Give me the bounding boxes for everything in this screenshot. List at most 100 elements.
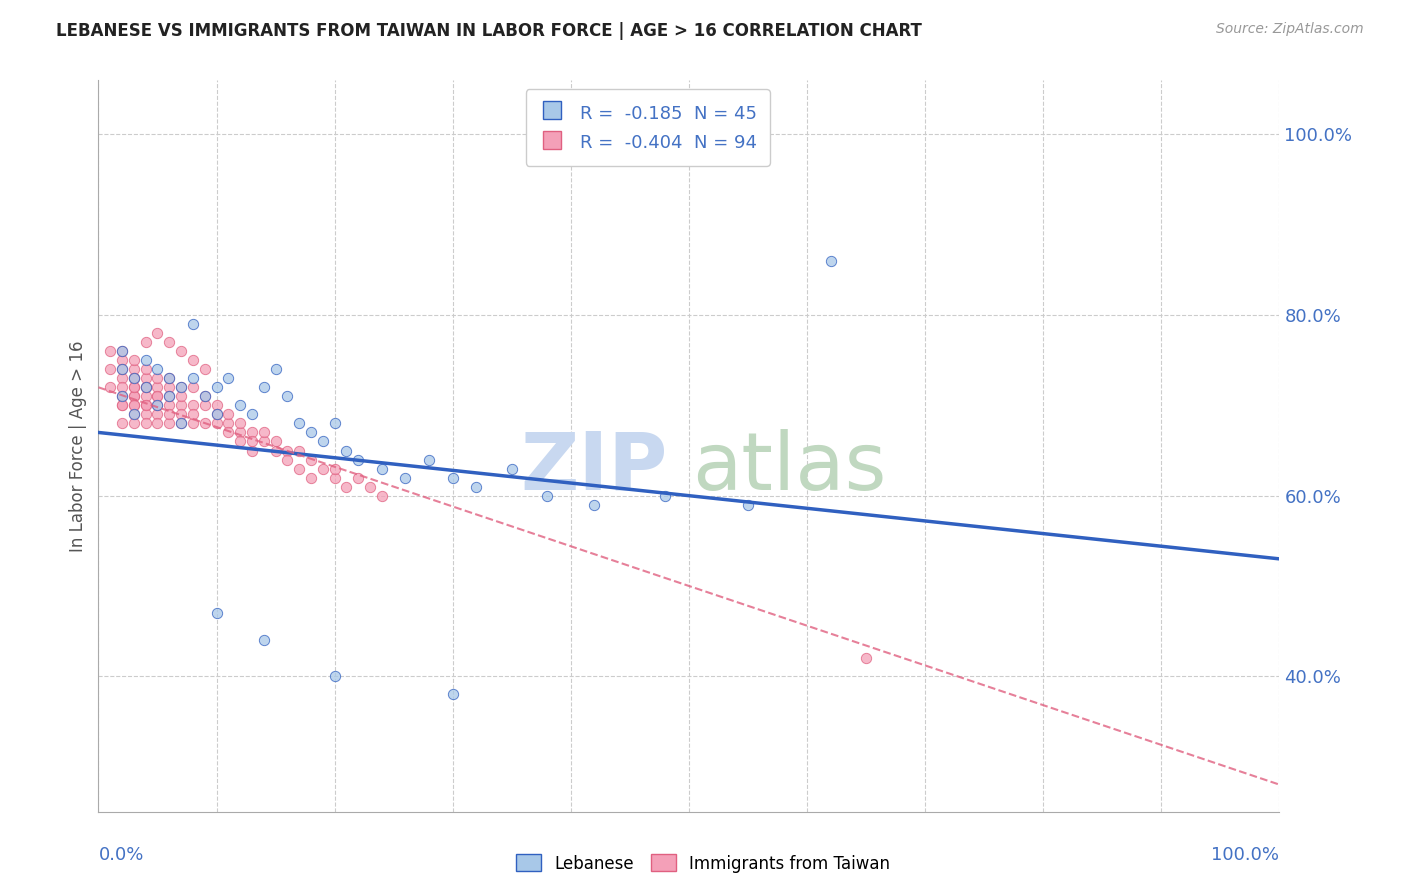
Point xyxy=(583,498,606,512)
Point xyxy=(217,425,239,440)
Point xyxy=(181,353,204,368)
Point xyxy=(146,362,169,376)
Point xyxy=(135,353,157,368)
Point xyxy=(135,389,157,403)
Point xyxy=(855,651,877,665)
Point xyxy=(264,434,287,449)
Point xyxy=(501,461,523,475)
Point xyxy=(181,398,204,412)
Point xyxy=(111,380,134,394)
Point xyxy=(288,443,311,458)
Legend: Lebanese, Immigrants from Taiwan: Lebanese, Immigrants from Taiwan xyxy=(509,847,897,880)
Point xyxy=(253,380,276,394)
Point xyxy=(323,470,346,484)
Point xyxy=(111,398,134,412)
Point xyxy=(122,371,145,385)
Point xyxy=(135,398,157,412)
Point xyxy=(170,417,193,431)
Point xyxy=(229,425,252,440)
Point xyxy=(276,389,298,403)
Point xyxy=(122,371,145,385)
Point xyxy=(347,452,370,467)
Point xyxy=(359,480,381,494)
Point xyxy=(299,452,322,467)
Text: Source: ZipAtlas.com: Source: ZipAtlas.com xyxy=(1216,22,1364,37)
Point xyxy=(418,452,440,467)
Point xyxy=(240,425,263,440)
Point xyxy=(264,443,287,458)
Point xyxy=(229,434,252,449)
Point xyxy=(157,389,180,403)
Point xyxy=(276,443,298,458)
Point xyxy=(205,398,228,412)
Point xyxy=(111,362,134,376)
Point xyxy=(157,371,180,385)
Point xyxy=(135,380,157,394)
Point xyxy=(98,362,121,376)
Point xyxy=(276,452,298,467)
Point xyxy=(170,417,193,431)
Point xyxy=(111,371,134,385)
Point xyxy=(111,344,134,359)
Point xyxy=(194,389,217,403)
Point xyxy=(312,434,335,449)
Point xyxy=(122,398,145,412)
Point xyxy=(170,398,193,412)
Point xyxy=(181,408,204,422)
Point xyxy=(111,362,134,376)
Point xyxy=(737,498,759,512)
Point xyxy=(146,389,169,403)
Point xyxy=(122,371,145,385)
Point xyxy=(240,408,263,422)
Text: LEBANESE VS IMMIGRANTS FROM TAIWAN IN LABOR FORCE | AGE > 16 CORRELATION CHART: LEBANESE VS IMMIGRANTS FROM TAIWAN IN LA… xyxy=(56,22,922,40)
Point xyxy=(371,489,394,503)
Point xyxy=(205,380,228,394)
Point xyxy=(253,633,276,648)
Point xyxy=(371,461,394,475)
Point xyxy=(157,417,180,431)
Point xyxy=(181,317,204,331)
Point xyxy=(157,389,180,403)
Point xyxy=(820,253,842,268)
Point xyxy=(122,362,145,376)
Point xyxy=(157,398,180,412)
Point xyxy=(194,417,217,431)
Text: 0.0%: 0.0% xyxy=(98,847,143,864)
Point xyxy=(157,335,180,350)
Point xyxy=(229,417,252,431)
Point xyxy=(111,389,134,403)
Legend: R =  -0.185  N = 45, R =  -0.404  N = 94: R = -0.185 N = 45, R = -0.404 N = 94 xyxy=(526,89,769,166)
Point xyxy=(111,344,134,359)
Point xyxy=(122,389,145,403)
Point xyxy=(253,425,276,440)
Point xyxy=(111,389,134,403)
Point xyxy=(122,398,145,412)
Point xyxy=(441,470,464,484)
Point xyxy=(217,408,239,422)
Point xyxy=(181,371,204,385)
Point xyxy=(122,380,145,394)
Point xyxy=(181,417,204,431)
Point xyxy=(264,362,287,376)
Point xyxy=(299,425,322,440)
Point xyxy=(122,408,145,422)
Point xyxy=(323,669,346,683)
Point xyxy=(111,417,134,431)
Point xyxy=(205,408,228,422)
Y-axis label: In Labor Force | Age > 16: In Labor Force | Age > 16 xyxy=(69,340,87,552)
Point xyxy=(146,371,169,385)
Point xyxy=(288,461,311,475)
Point xyxy=(135,371,157,385)
Text: ZIP: ZIP xyxy=(520,429,668,507)
Point xyxy=(146,408,169,422)
Point xyxy=(135,380,157,394)
Point xyxy=(323,417,346,431)
Point xyxy=(465,480,488,494)
Point xyxy=(111,353,134,368)
Point xyxy=(194,389,217,403)
Point xyxy=(146,398,169,412)
Point xyxy=(146,389,169,403)
Point xyxy=(536,489,558,503)
Point xyxy=(135,362,157,376)
Point xyxy=(98,380,121,394)
